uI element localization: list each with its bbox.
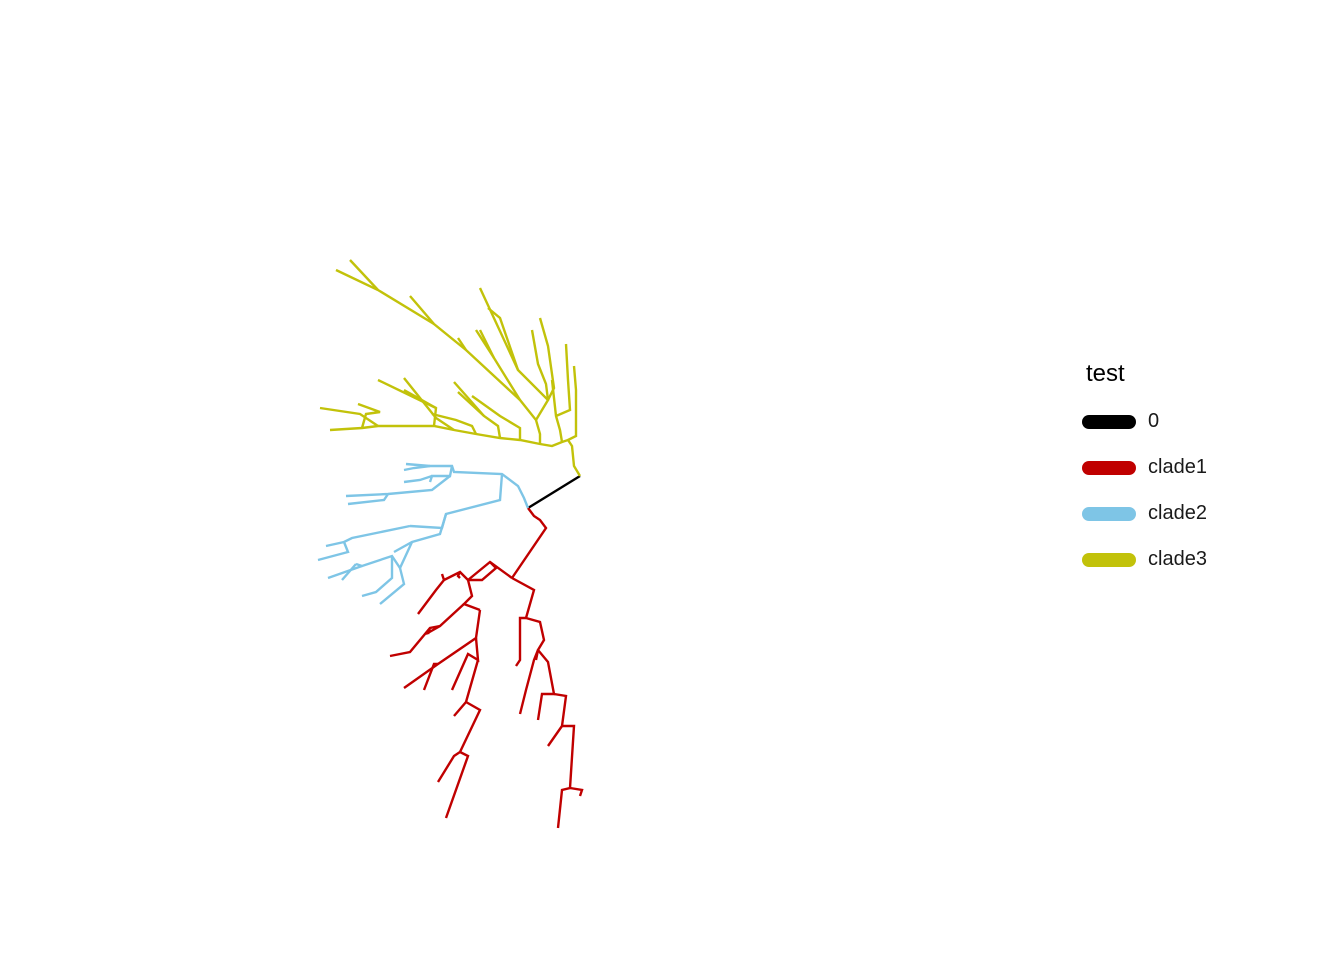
- legend-key-clade1: [1082, 461, 1136, 475]
- branch-clade2-29: [403, 474, 433, 484]
- legend-label-clade3: clade3: [1148, 548, 1207, 570]
- branch-clade1-10: [389, 624, 441, 658]
- branch-clade3-45: [377, 378, 437, 410]
- branch-clade2-35: [317, 541, 350, 562]
- legend-label-clade2: clade2: [1148, 502, 1207, 524]
- branch-clade3-47: [431, 412, 478, 435]
- branch-clade3-43: [357, 402, 381, 429]
- branch-clade2-40: [341, 563, 357, 581]
- branch-clade1-12: [403, 609, 482, 689]
- branch-clade2-28: [428, 465, 454, 483]
- branch-clade1-25: [569, 786, 584, 797]
- branch-clade2-30: [345, 475, 451, 498]
- branch-clade3-50: [471, 395, 522, 440]
- legend-item-clade1: clade1: [1080, 452, 1207, 498]
- branch-clade3-42: [319, 406, 379, 427]
- branch-clade2-32: [409, 473, 504, 530]
- branch-clade1-1: [511, 507, 548, 579]
- branch-clade1-7: [417, 579, 445, 615]
- branch-clade1-20: [515, 616, 526, 667]
- branch-clade3-52: [457, 337, 467, 351]
- legend-key-clade3: [1082, 553, 1136, 567]
- branch-clade3-41: [329, 424, 582, 477]
- branch-clade3-60: [538, 317, 556, 401]
- branch-clade1-14: [450, 637, 480, 691]
- branch-clade2-34: [325, 524, 411, 548]
- branch-clade3-58: [487, 307, 520, 371]
- branch-clade1-11: [426, 627, 432, 635]
- branch-clade2-31: [347, 493, 389, 506]
- branch-clade3-57: [478, 287, 550, 421]
- branch-clade3-61: [550, 379, 564, 443]
- legend-label-0: 0: [1148, 410, 1160, 432]
- branch-clade3-48: [457, 391, 502, 439]
- branch-clade1-24: [556, 724, 576, 829]
- branch-clade3-51: [409, 295, 542, 444]
- branch-clade3-46: [403, 377, 455, 431]
- legend-item-0: 0: [1080, 406, 1159, 452]
- branch-clade1-13: [422, 662, 438, 691]
- legend-key-0: [1082, 415, 1136, 429]
- legend: test 0 clade1 clade2 clade3: [1080, 360, 1207, 590]
- branch-clade3-49: [453, 381, 485, 417]
- branch-0-0: [527, 474, 581, 510]
- branch-clade1-18: [436, 751, 461, 783]
- branch-clade1-4: [468, 561, 498, 582]
- branch-clade2-39: [327, 564, 363, 580]
- branch-clade3-62: [555, 343, 572, 418]
- branch-clade3-59: [530, 329, 550, 401]
- branch-clade1-21: [518, 649, 540, 715]
- branch-clade2-38: [361, 556, 394, 598]
- branch-clade2-33: [393, 513, 448, 554]
- legend-label-clade1: clade1: [1148, 456, 1207, 478]
- branch-clade1-17: [444, 750, 470, 819]
- branch-clade1-16: [458, 700, 482, 753]
- branch-clade3-54: [349, 259, 379, 291]
- branch-clade1-3: [511, 576, 536, 619]
- branch-clade1-2: [467, 560, 513, 581]
- legend-item-clade3: clade3: [1080, 544, 1207, 590]
- legend-key-clade2: [1082, 507, 1136, 521]
- branch-clade1-9: [425, 603, 465, 636]
- branch-clade2-37: [379, 567, 406, 605]
- branch-clade1-5: [440, 570, 469, 582]
- legend-item-clade2: clade2: [1080, 498, 1207, 544]
- branch-clade1-6: [456, 571, 462, 579]
- branch-clade2-27: [403, 464, 431, 472]
- legend-title: test: [1086, 360, 1125, 387]
- branch-clade1-23: [547, 692, 568, 747]
- branch-clade3-63: [567, 365, 578, 442]
- branch-clade3-56: [478, 329, 496, 359]
- branch-clade2-26: [405, 462, 530, 509]
- branch-clade1-22: [536, 649, 556, 721]
- branch-clade1-8: [461, 579, 481, 612]
- branch-clade3-53: [335, 268, 435, 326]
